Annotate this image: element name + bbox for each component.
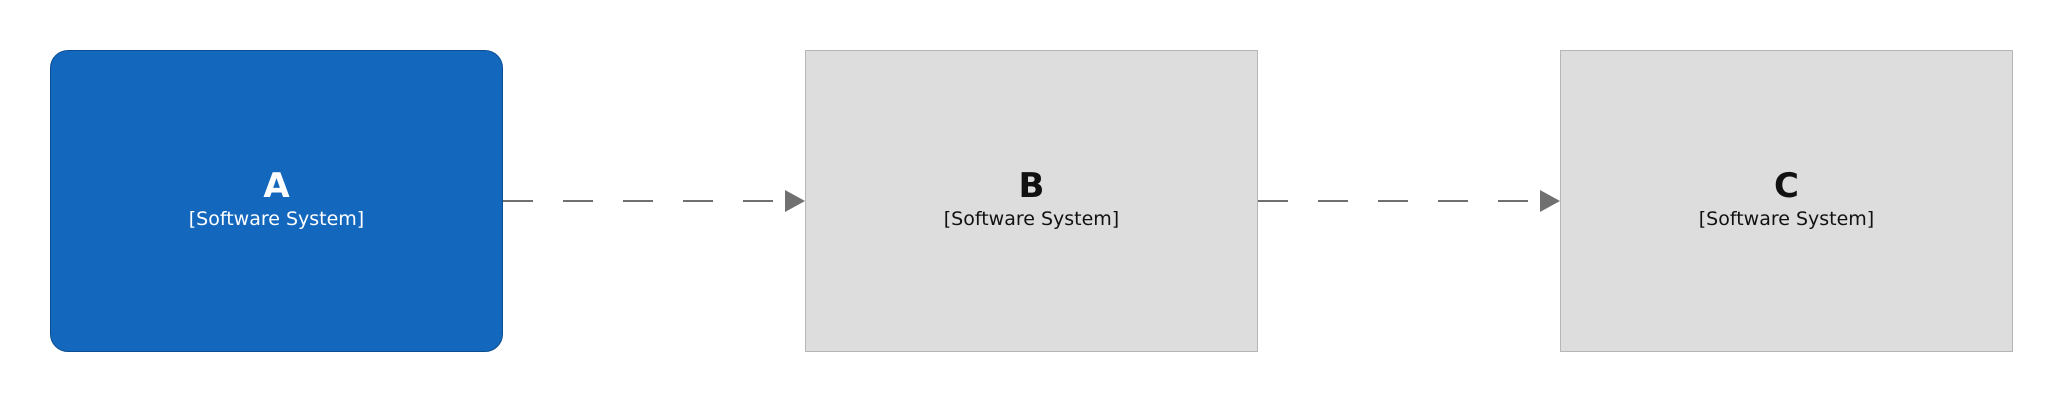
software-system-c[interactable]: C [Software System] — [1560, 50, 2013, 352]
node-title: B — [1018, 166, 1045, 206]
node-type-label: [Software System] — [1698, 208, 1875, 230]
software-system-b[interactable]: B [Software System] — [805, 50, 1258, 352]
software-system-a[interactable]: A [Software System] — [50, 50, 503, 352]
arrowhead-a-to-b — [785, 190, 805, 212]
arrowhead-b-to-c — [1540, 190, 1560, 212]
node-type-label: [Software System] — [943, 208, 1120, 230]
node-title: A — [263, 166, 290, 206]
node-title: C — [1774, 166, 1799, 206]
node-type-label: [Software System] — [188, 208, 365, 230]
